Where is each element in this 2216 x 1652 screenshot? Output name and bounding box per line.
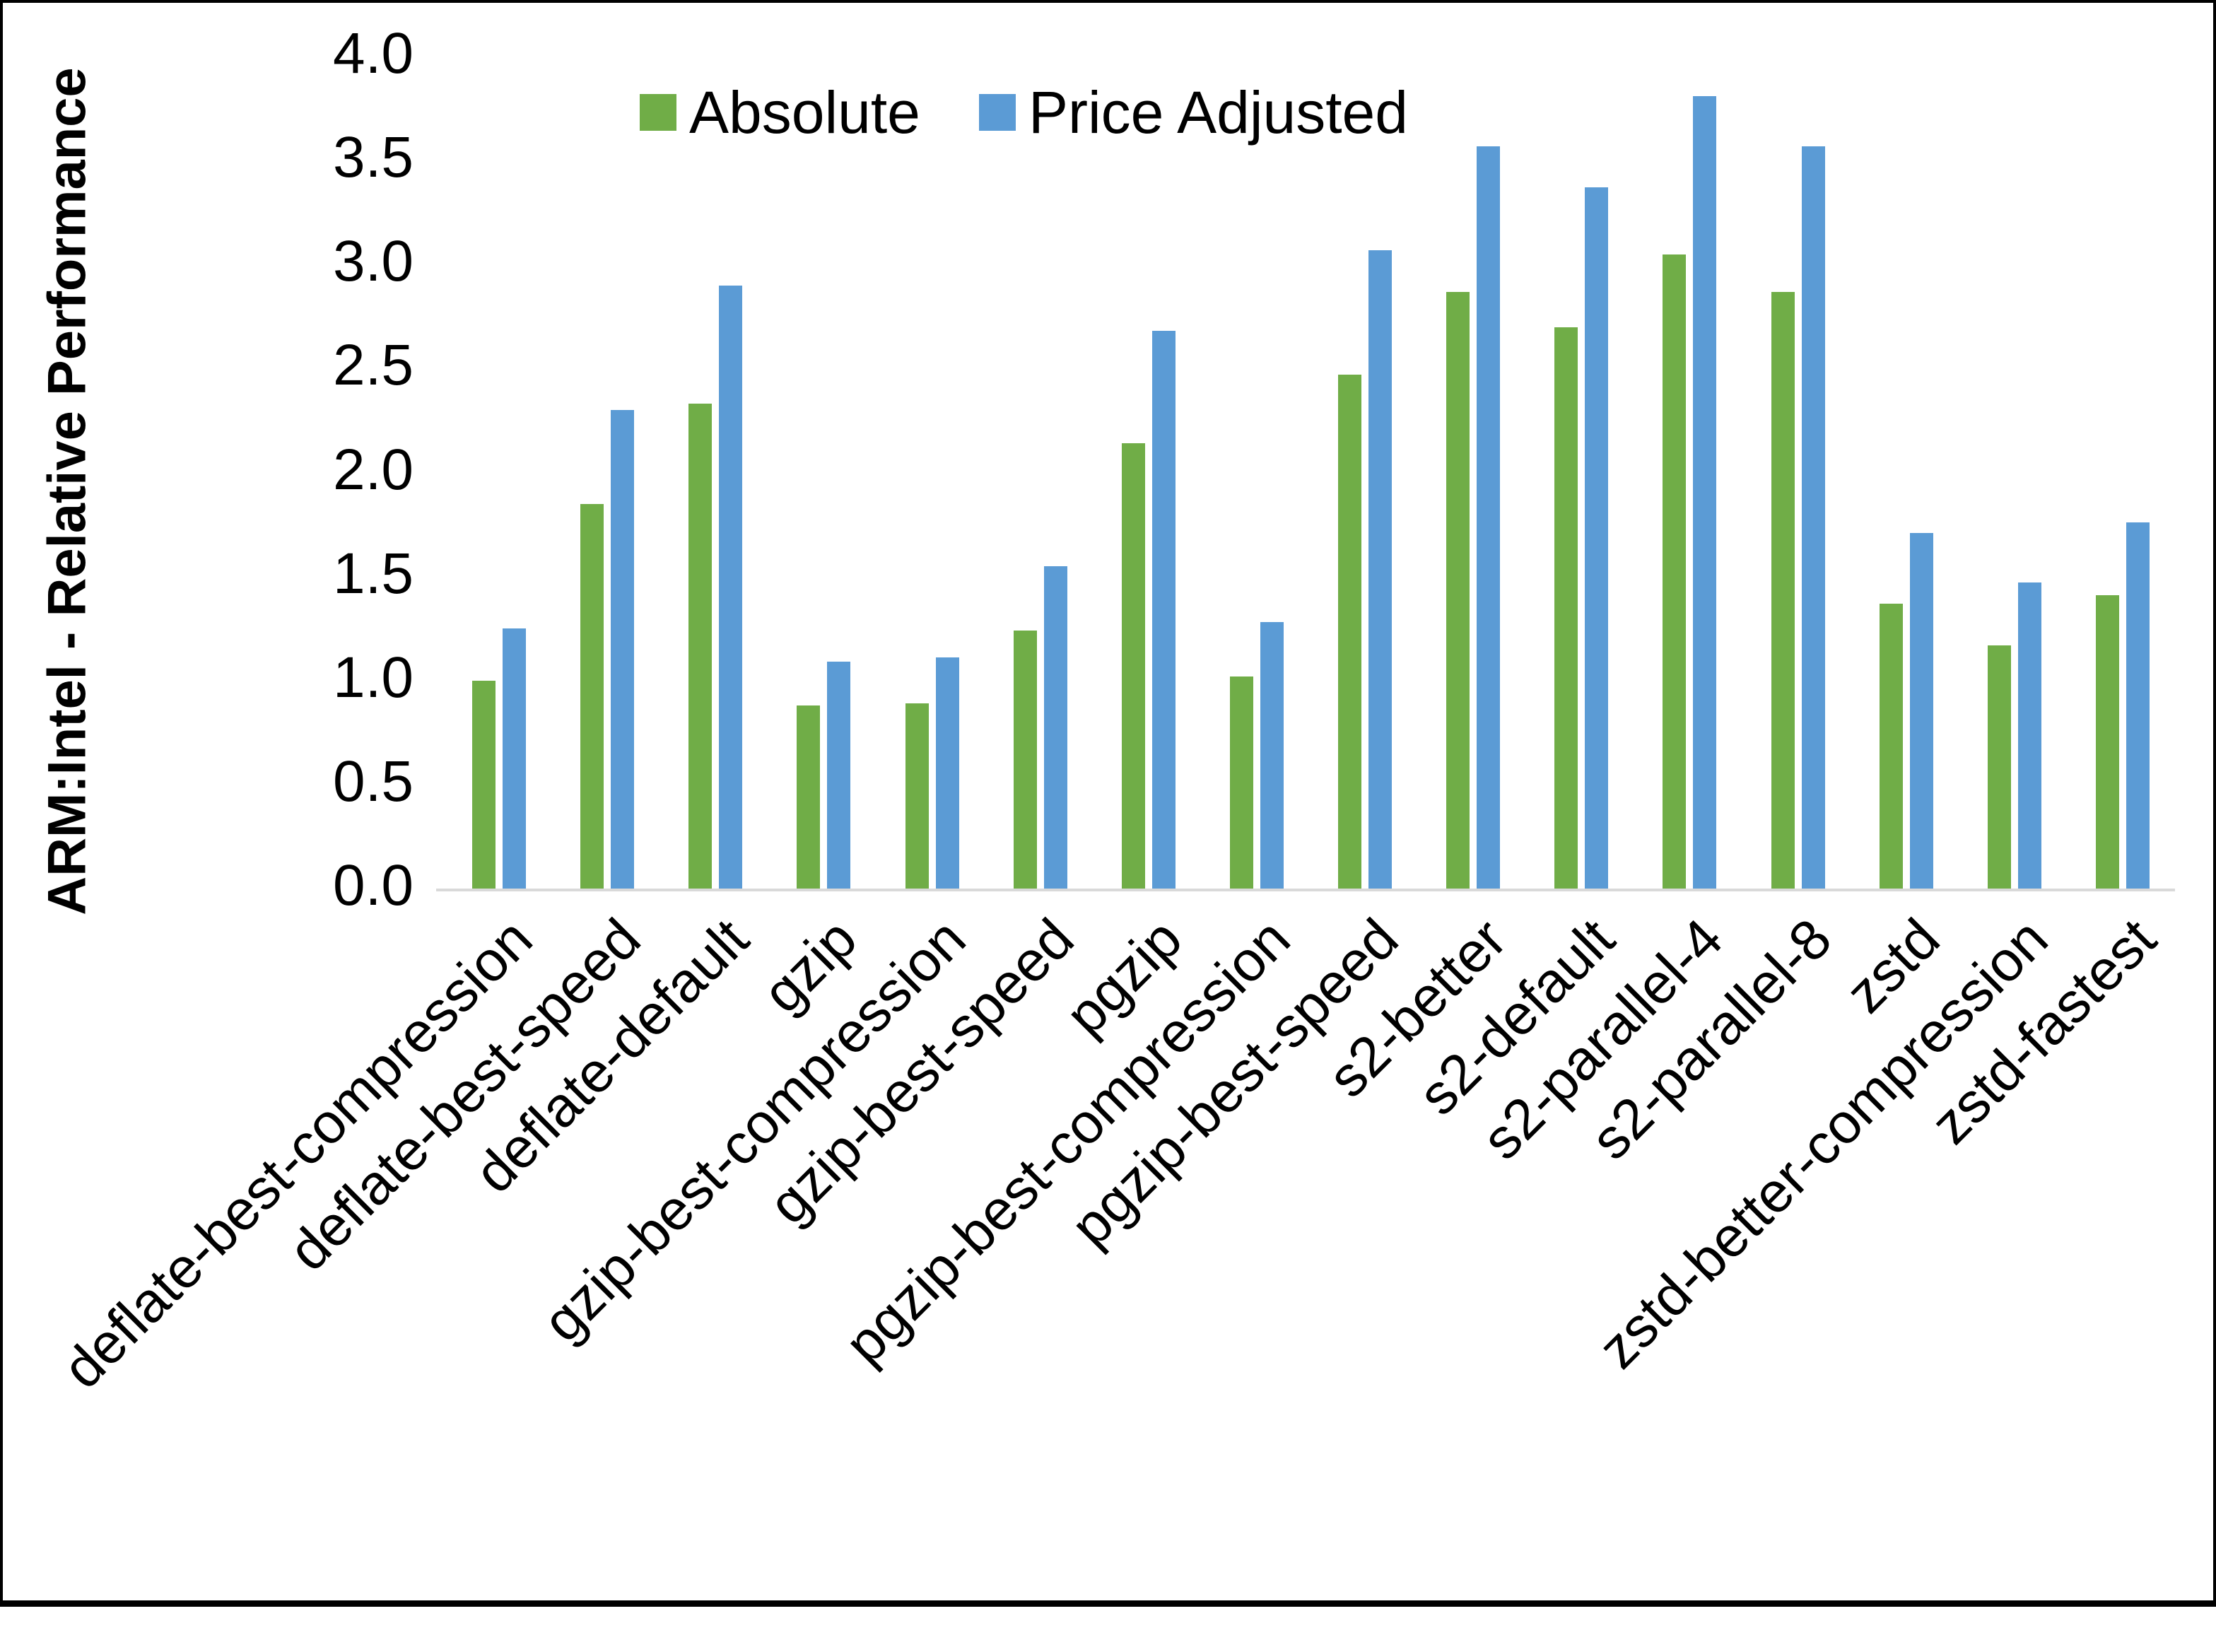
y-tick-label: 3.5 [333, 125, 414, 190]
legend-swatch-absolute [640, 94, 676, 131]
bar-price-adjusted-zstd-fastest [2126, 522, 2150, 889]
y-tick-label: 2.0 [333, 437, 414, 502]
y-tick-label: 3.0 [333, 229, 414, 294]
bar-absolute-s2-parallel-8 [1771, 291, 1795, 889]
bar-absolute-pgzip [1121, 443, 1145, 889]
x-axis-line [436, 889, 2175, 891]
screenshot-border [0, 0, 2216, 1607]
bar-absolute-zstd-better-compression [1987, 645, 2011, 889]
bar-absolute-s2-parallel-4 [1663, 254, 1687, 889]
y-tick-label: 1.0 [333, 645, 414, 710]
legend-item-absolute: Absolute [640, 79, 920, 146]
y-tick-label: 2.5 [333, 333, 414, 398]
bar-price-adjusted-s2-better [1477, 146, 1501, 889]
bar-price-adjusted-pgzip [1151, 331, 1176, 889]
bar-price-adjusted-pgzip-best-compression [1260, 622, 1284, 889]
bar-chart: ARM:Intel - Relative Performance Absolut… [37, 21, 2175, 1400]
legend-label-price-adjusted: Price Adjusted [1028, 78, 1408, 146]
bar-absolute-pgzip-best-speed [1338, 375, 1362, 889]
bar-absolute-s2-default [1554, 327, 1578, 889]
bar-absolute-gzip-best-compression [905, 703, 929, 889]
bar-price-adjusted-gzip-best-compression [935, 657, 959, 889]
bar-absolute-gzip [797, 705, 821, 889]
bar-price-adjusted-gzip-best-speed [1043, 566, 1067, 889]
y-tick-label: 0.5 [333, 749, 414, 814]
bar-price-adjusted-s2-parallel-4 [1693, 95, 1717, 889]
bar-absolute-deflate-best-speed [580, 503, 604, 889]
legend-item-price-adjusted: Price Adjusted [979, 79, 1408, 146]
bar-absolute-zstd-fastest [2095, 595, 2119, 889]
bar-absolute-pgzip-best-compression [1229, 676, 1253, 889]
bar-price-adjusted-gzip [827, 662, 851, 889]
bar-absolute-gzip-best-speed [1013, 631, 1037, 889]
y-tick-label: 1.5 [333, 541, 414, 606]
y-tick-label: 4.0 [333, 21, 414, 86]
bar-absolute-zstd [1879, 603, 1903, 889]
bar-absolute-deflate-best-compression [472, 680, 496, 889]
bar-absolute-deflate-default [688, 404, 713, 889]
bar-price-adjusted-zstd-better-compression [2017, 582, 2041, 889]
bar-price-adjusted-s2-parallel-8 [1801, 146, 1825, 889]
bar-absolute-s2-better [1446, 291, 1470, 889]
bar-price-adjusted-deflate-default [719, 285, 743, 889]
bar-price-adjusted-pgzip-best-speed [1368, 250, 1393, 889]
y-tick-label: 0.0 [333, 853, 414, 918]
bar-price-adjusted-deflate-best-speed [611, 410, 635, 889]
legend-swatch-price-adjusted [979, 94, 1016, 131]
legend-label-absolute: Absolute [689, 78, 920, 146]
bar-price-adjusted-zstd [1909, 532, 1933, 889]
bar-price-adjusted-s2-default [1585, 187, 1609, 889]
bar-price-adjusted-deflate-best-compression [503, 628, 526, 889]
